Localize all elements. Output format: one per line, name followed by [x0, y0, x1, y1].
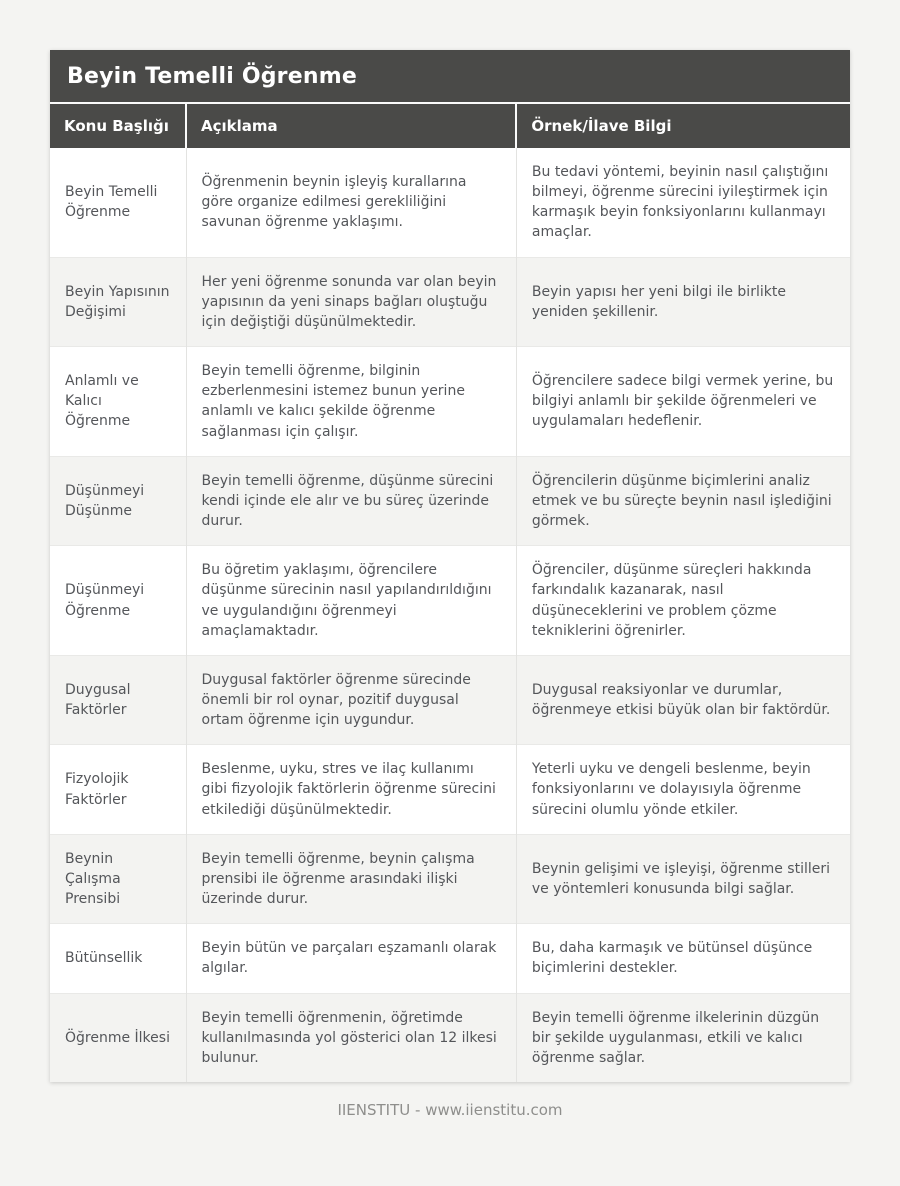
cell-topic: Beyin Temelli Öğrenme: [50, 148, 186, 258]
table-row: Fizyolojik Faktörler Beslenme, uyku, str…: [50, 744, 850, 835]
footer-credit: IIENSTITU - www.iienstitu.com: [337, 1101, 563, 1119]
cell-example: Beynin gelişimi ve işleyişi, öğrenme sti…: [515, 833, 850, 924]
cell-description: Her yeni öğrenme sonunda var olan beyin …: [185, 256, 517, 347]
cell-example: Öğrencilere sadece bilgi vermek yerine, …: [515, 346, 850, 457]
cell-topic: Duygusal Faktörler: [50, 654, 186, 745]
cell-description: Beslenme, uyku, stres ve ilaç kullanımı …: [185, 744, 517, 835]
cell-example: Beyin yapısı her yeni bilgi ile birlikte…: [515, 256, 850, 347]
table-header: Konu Başlığı Açıklama Örnek/İlave Bilgi: [50, 104, 850, 148]
cell-example: Bu tedavi yöntemi, beyinin nasıl çalıştı…: [515, 148, 850, 258]
topics-table: Konu Başlığı Açıklama Örnek/İlave Bilgi …: [50, 104, 850, 1082]
table-row: Öğrenme İlkesi Beyin temelli öğrenmenin,…: [50, 992, 850, 1082]
cell-description: Bu öğretim yaklaşımı, öğrencilere düşünm…: [185, 545, 517, 656]
cell-example: Bu, daha karmaşık ve bütünsel düşünce bi…: [515, 923, 850, 994]
cell-description: Beyin temelli öğrenme, bilginin ezberlen…: [185, 346, 517, 457]
table-row: Beyin Yapısının Değişimi Her yeni öğrenm…: [50, 256, 850, 347]
cell-topic: Anlamlı ve Kalıcı Öğrenme: [50, 346, 186, 457]
table-row: Duygusal Faktörler Duygusal faktörler öğ…: [50, 654, 850, 745]
cell-example: Beyin temelli öğrenme ilkelerinin düzgün…: [515, 992, 850, 1082]
cell-topic: Düşünmeyi Düşünme: [50, 455, 186, 546]
cell-example: Öğrencilerin düşünme biçimlerini analiz …: [515, 455, 850, 546]
cell-example: Öğrenciler, düşünme süreçleri hakkında f…: [515, 545, 850, 656]
cell-description: Beyin bütün ve parçaları eşzamanlı olara…: [185, 923, 517, 994]
table-row: Düşünmeyi Öğrenme Bu öğretim yaklaşımı, …: [50, 545, 850, 656]
cell-description: Beyin temelli öğrenmenin, öğretimde kull…: [185, 992, 517, 1082]
cell-topic: Düşünmeyi Öğrenme: [50, 545, 186, 656]
cell-example: Duygusal reaksiyonlar ve durumlar, öğren…: [515, 654, 850, 745]
cell-description: Beyin temelli öğrenme, düşünme sürecini …: [185, 455, 517, 546]
table-row: Beynin Çalışma Prensibi Beyin temelli öğ…: [50, 833, 850, 924]
cell-topic: Öğrenme İlkesi: [50, 992, 186, 1082]
table-row: Anlamlı ve Kalıcı Öğrenme Beyin temelli …: [50, 346, 850, 457]
column-header-example: Örnek/İlave Bilgi: [515, 104, 850, 148]
cell-topic: Beynin Çalışma Prensibi: [50, 833, 186, 924]
column-header-topic: Konu Başlığı: [50, 104, 186, 148]
learning-table-card: Beyin Temelli Öğrenme Konu Başlığı Açıkl…: [50, 50, 850, 1082]
cell-topic: Beyin Yapısının Değişimi: [50, 256, 186, 347]
cell-topic: Bütünsellik: [50, 923, 186, 994]
cell-topic: Fizyolojik Faktörler: [50, 744, 186, 835]
table-row: Bütünsellik Beyin bütün ve parçaları eşz…: [50, 923, 850, 994]
page-title: Beyin Temelli Öğrenme: [50, 50, 850, 104]
column-header-description: Açıklama: [184, 104, 517, 148]
table-row: Düşünmeyi Düşünme Beyin temelli öğrenme,…: [50, 455, 850, 546]
cell-description: Duygusal faktörler öğrenme sürecinde öne…: [185, 654, 517, 745]
table-row: Beyin Temelli Öğrenme Öğrenmenin beynin …: [50, 148, 850, 258]
cell-description: Öğrenmenin beynin işleyiş kurallarına gö…: [185, 148, 517, 258]
cell-example: Yeterli uyku ve dengeli beslenme, beyin …: [515, 744, 850, 835]
cell-description: Beyin temelli öğrenme, beynin çalışma pr…: [185, 833, 517, 924]
